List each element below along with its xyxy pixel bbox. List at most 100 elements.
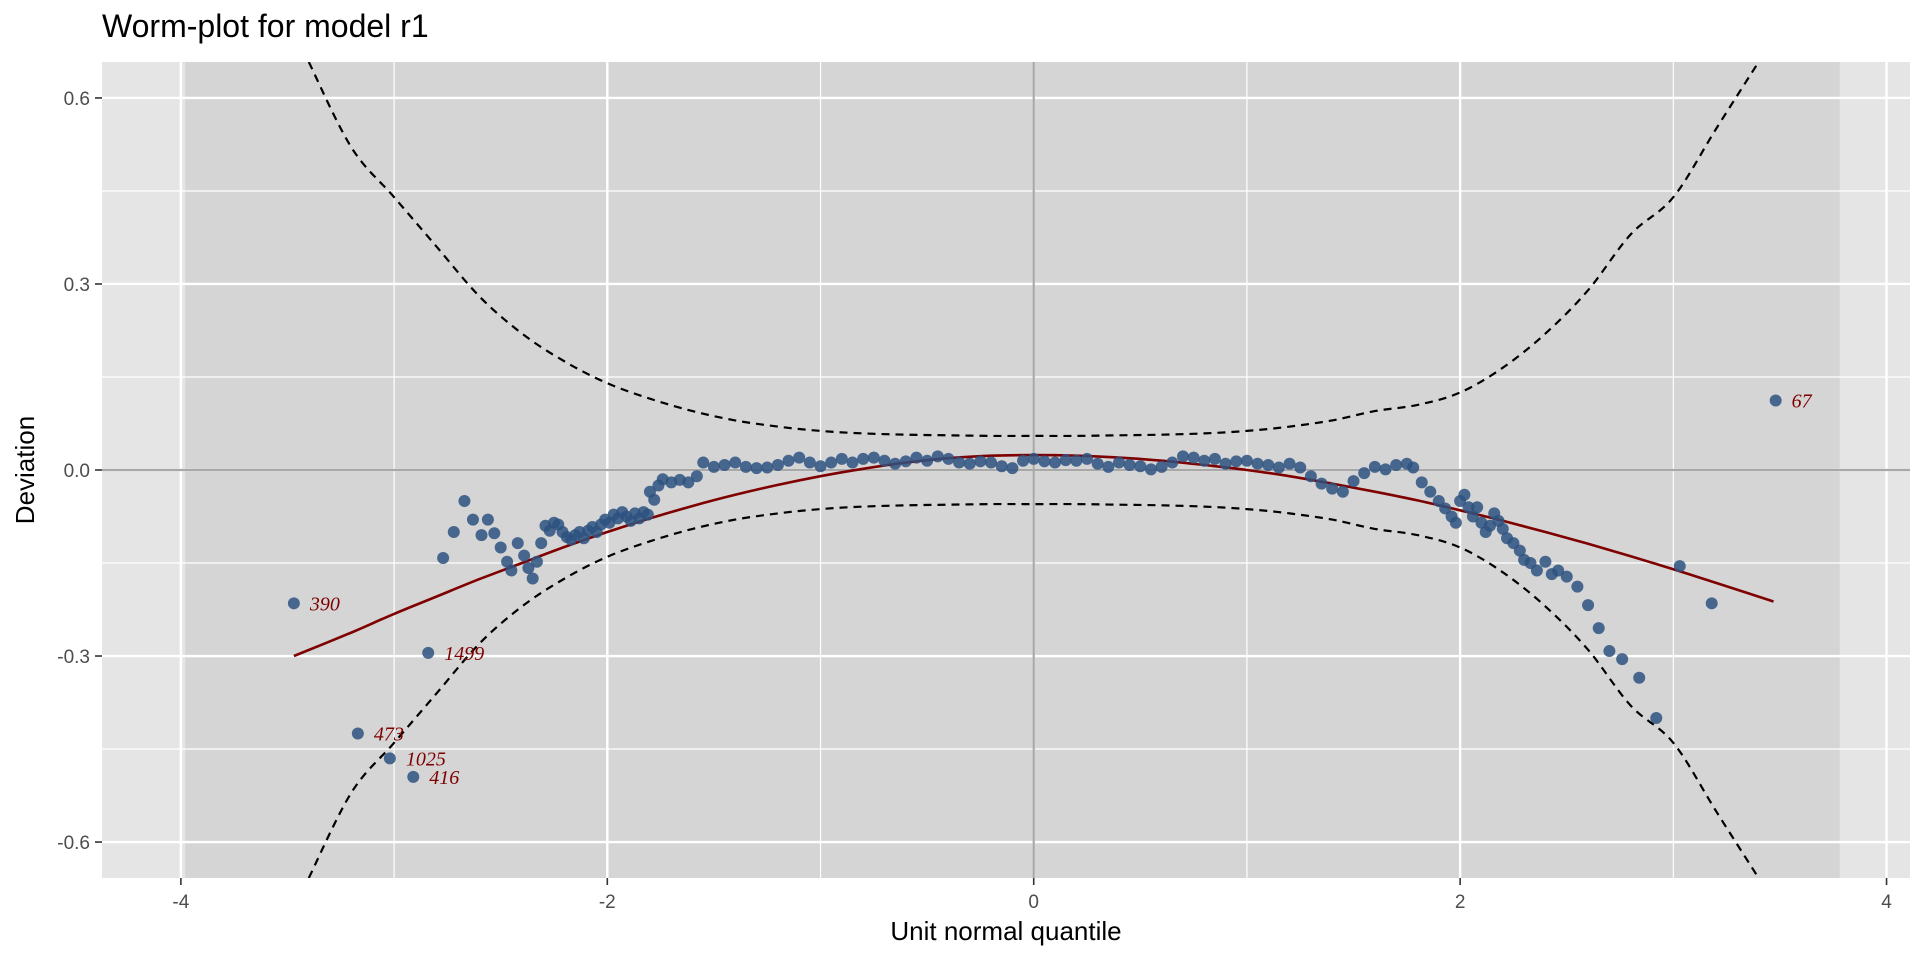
data-point [1471, 501, 1484, 514]
confidence-band [307, 62, 1760, 878]
data-point [1070, 454, 1083, 467]
data-point [1198, 454, 1211, 467]
data-point [1458, 488, 1471, 501]
data-point [1176, 450, 1189, 463]
data-point [690, 470, 703, 483]
data-point [1582, 599, 1595, 612]
data-point [739, 460, 752, 473]
x-tick-label: -4 [172, 892, 189, 913]
point-label: 67 [1792, 391, 1813, 413]
data-point [963, 457, 976, 470]
data-point [1155, 460, 1168, 473]
data-point [1059, 454, 1072, 467]
data-point [1006, 462, 1019, 475]
data-point [1407, 461, 1420, 474]
data-point [1415, 476, 1428, 489]
x-axis-title: Unit normal quantile [890, 916, 1121, 946]
data-point [910, 451, 923, 464]
data-point [1650, 712, 1663, 725]
data-point [1081, 452, 1094, 465]
data-point [1539, 555, 1552, 568]
data-point [351, 727, 364, 740]
data-point [995, 460, 1008, 473]
data-point [1336, 485, 1349, 498]
data-point [518, 549, 531, 562]
y-tick-label: -0.6 [57, 833, 90, 854]
x-tick-label: 2 [1455, 892, 1466, 913]
data-point [1769, 394, 1782, 407]
chart-title: Worm-plot for model r1 [102, 8, 429, 44]
data-point [1633, 671, 1646, 684]
data-point [466, 513, 479, 526]
data-point [1390, 459, 1403, 472]
data-point [1368, 460, 1381, 473]
y-tick-label: 0.6 [64, 89, 90, 110]
data-point [697, 456, 710, 469]
data-point [1462, 501, 1475, 514]
data-point [750, 462, 763, 475]
axes: -4 -2 0 2 4 -0.6 -0.3 0.0 0.3 0.6 [57, 89, 1892, 913]
data-point [1571, 580, 1584, 593]
data-point [1134, 460, 1147, 473]
data-point [1496, 522, 1509, 535]
data-point [718, 459, 731, 472]
data-point [931, 450, 944, 463]
data-point [1513, 544, 1526, 557]
data-point [407, 770, 420, 783]
data-point [899, 455, 912, 468]
data-point [953, 456, 966, 469]
data-point [287, 597, 300, 610]
data-point [771, 459, 784, 472]
data-point [1262, 459, 1275, 472]
upper-confidence-line [307, 62, 1760, 438]
data-point [447, 526, 460, 539]
data-point [1705, 597, 1718, 610]
lower-confidence-line [307, 502, 1760, 878]
data-point [878, 454, 891, 467]
data-point [1530, 564, 1543, 577]
data-point [857, 452, 870, 465]
data-point [1283, 457, 1296, 470]
data-point [1326, 482, 1339, 495]
data-point [1673, 560, 1686, 573]
data-point [1616, 653, 1629, 666]
data-point [942, 452, 955, 465]
data-point [782, 454, 795, 467]
data-point [1251, 457, 1264, 470]
data-point [1603, 645, 1616, 658]
data-point [1219, 457, 1232, 470]
data-point [1347, 475, 1360, 488]
data-point [803, 456, 816, 469]
data-point [1027, 452, 1040, 465]
data-point [437, 552, 450, 565]
data-point [889, 457, 902, 470]
data-point [1466, 510, 1479, 523]
data-point [1166, 456, 1179, 469]
data-point [1187, 451, 1200, 464]
data-point [1304, 470, 1317, 483]
data-point [825, 456, 838, 469]
data-point [488, 527, 501, 540]
data-point [1379, 463, 1392, 476]
data-point [974, 455, 987, 468]
y-tick-label: 0.0 [64, 461, 90, 482]
data-point [505, 564, 518, 577]
data-point [1424, 485, 1437, 498]
point-label: 473 [374, 724, 404, 746]
data-point [1038, 455, 1051, 468]
data-point [761, 461, 774, 474]
data-point [1230, 455, 1243, 468]
data-point [867, 451, 880, 464]
x-tick-label: 4 [1881, 892, 1892, 913]
data-point [729, 456, 742, 469]
data-point [494, 541, 507, 554]
data-point [522, 561, 535, 574]
data-point [535, 537, 548, 550]
data-point [641, 508, 654, 521]
data-point [1049, 456, 1062, 469]
data-point [835, 452, 848, 465]
y-axis-title: Deviation [10, 416, 40, 524]
data-point [1113, 456, 1125, 469]
